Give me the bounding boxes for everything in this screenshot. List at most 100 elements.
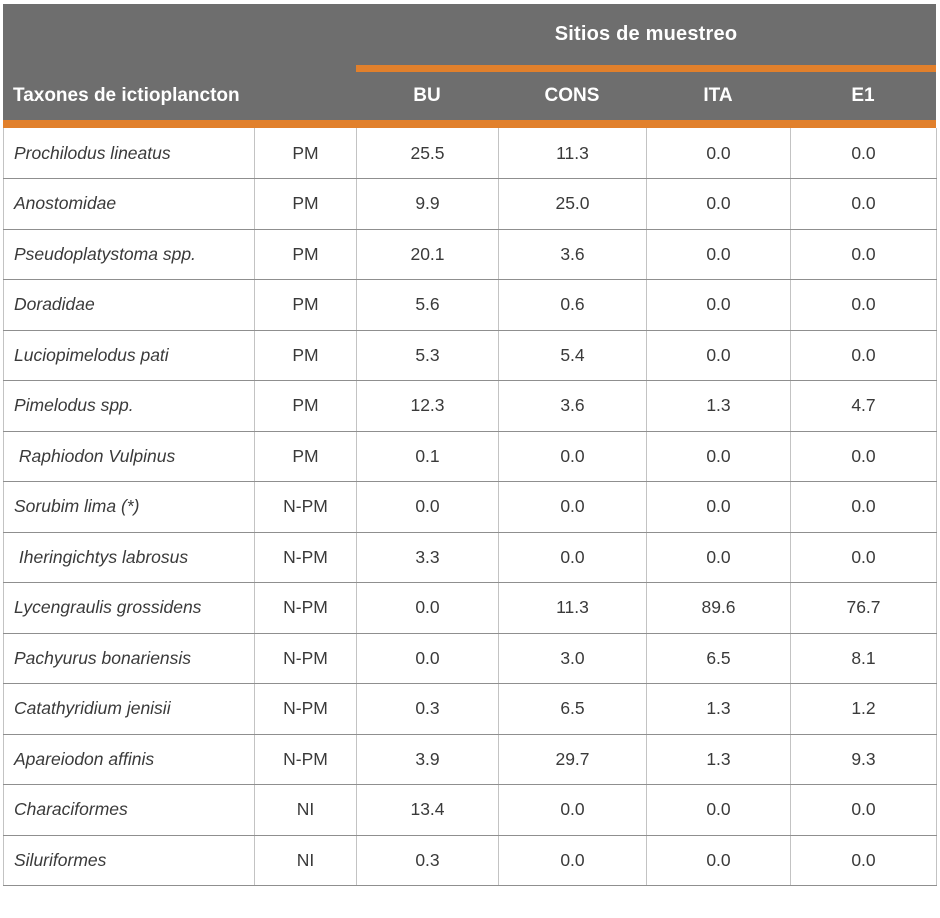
value-cell-cons: 29.7 [498, 734, 647, 785]
value-cell-cons: 3.0 [498, 633, 647, 684]
stage-cell: N-PM [254, 683, 357, 735]
value-cell-cons: 25.0 [498, 178, 647, 230]
value-cell-e1: 4.7 [790, 380, 937, 432]
value-cell-bu: 3.9 [356, 734, 499, 785]
value-cell-cons: 0.0 [498, 431, 647, 482]
table-header: Sitios de muestreo Taxones de ictioplanc… [0, 0, 940, 120]
stage-cell: PM [254, 330, 357, 381]
value-cell-ita: 6.5 [646, 633, 791, 684]
value-cell-e1: 76.7 [790, 582, 937, 634]
table-row: Apareiodon affinis N-PM 3.9 29.7 1.3 9.3 [3, 734, 937, 785]
value-cell-bu: 20.1 [356, 229, 499, 280]
taxon-name-cell: Apareiodon affinis [3, 734, 255, 785]
site-column-header-ita: ITA [703, 85, 733, 106]
stage-cell: PM [254, 431, 357, 482]
taxa-column-title: Taxones de ictioplancton [13, 85, 240, 106]
value-cell-e1: 0.0 [790, 229, 937, 280]
table-row: Pimelodus spp. PM 12.3 3.6 1.3 4.7 [3, 380, 937, 432]
sites-group-title: Sitios de muestreo [356, 4, 936, 72]
taxon-name-cell: Raphiodon Vulpinus [3, 431, 255, 482]
value-cell-e1: 1.2 [790, 683, 937, 735]
value-cell-bu: 25.5 [356, 128, 499, 179]
table-row: Doradidae PM 5.6 0.6 0.0 0.0 [3, 279, 937, 331]
value-cell-cons: 0.0 [498, 835, 647, 886]
value-cell-e1: 0.0 [790, 178, 937, 230]
stage-cell: NI [254, 835, 357, 886]
taxon-name-cell: Iheringichtys labrosus [3, 532, 255, 583]
value-cell-ita: 0.0 [646, 178, 791, 230]
table-row: Luciopimelodus pati PM 5.3 5.4 0.0 0.0 [3, 330, 937, 381]
value-cell-cons: 11.3 [498, 582, 647, 634]
value-cell-e1: 0.0 [790, 835, 937, 886]
value-cell-bu: 12.3 [356, 380, 499, 432]
table-row: Siluriformes NI 0.3 0.0 0.0 0.0 [3, 835, 937, 886]
stage-cell: PM [254, 380, 357, 432]
header-corner-spacer [3, 4, 356, 72]
value-cell-ita: 0.0 [646, 330, 791, 381]
taxon-name-cell: Prochilodus lineatus [3, 128, 255, 179]
header-band: Sitios de muestreo Taxones de ictioplanc… [3, 4, 936, 120]
table-row: Pseudoplatystoma spp. PM 20.1 3.6 0.0 0.… [3, 229, 937, 280]
value-cell-e1: 0.0 [790, 330, 937, 381]
taxon-name-cell: Doradidae [3, 279, 255, 331]
value-cell-cons: 0.0 [498, 532, 647, 583]
header-columns-row: Taxones de ictioplancton BU CONS ITA E1 [3, 72, 936, 120]
value-cell-e1: 0.0 [790, 431, 937, 482]
stage-cell: PM [254, 178, 357, 230]
table-row: Lycengraulis grossidens N-PM 0.0 11.3 89… [3, 582, 937, 634]
taxon-name-cell: Characiformes [3, 784, 255, 836]
header-accent-rule [3, 120, 936, 128]
value-cell-e1: 8.1 [790, 633, 937, 684]
stage-cell: PM [254, 279, 357, 331]
value-cell-ita: 0.0 [646, 128, 791, 179]
value-cell-bu: 13.4 [356, 784, 499, 836]
stage-cell: PM [254, 128, 357, 179]
value-cell-cons: 5.4 [498, 330, 647, 381]
site-column-header-e1: E1 [851, 85, 875, 106]
taxon-name-cell: Siluriformes [3, 835, 255, 886]
table-row: Pachyurus bonariensis N-PM 0.0 3.0 6.5 8… [3, 633, 937, 684]
value-cell-bu: 0.3 [356, 835, 499, 886]
taxon-name-cell: Catathyridium jenisii [3, 683, 255, 735]
stage-cell: PM [254, 229, 357, 280]
taxon-name-cell: Luciopimelodus pati [3, 330, 255, 381]
value-cell-ita: 0.0 [646, 229, 791, 280]
value-cell-bu: 0.0 [356, 481, 499, 533]
value-cell-ita: 0.0 [646, 481, 791, 533]
taxon-name-cell: Lycengraulis grossidens [3, 582, 255, 634]
taxon-name-cell: Pimelodus spp. [3, 380, 255, 432]
value-cell-bu: 5.3 [356, 330, 499, 381]
value-cell-ita: 0.0 [646, 835, 791, 886]
table-row: Raphiodon Vulpinus PM 0.1 0.0 0.0 0.0 [3, 431, 937, 482]
value-cell-e1: 0.0 [790, 481, 937, 533]
value-cell-bu: 5.6 [356, 279, 499, 331]
stage-cell: N-PM [254, 633, 357, 684]
value-cell-ita: 1.3 [646, 734, 791, 785]
table-row: Sorubim lima (*) N-PM 0.0 0.0 0.0 0.0 [3, 481, 937, 533]
stage-cell: N-PM [254, 582, 357, 634]
value-cell-cons: 0.0 [498, 481, 647, 533]
value-cell-ita: 0.0 [646, 532, 791, 583]
value-cell-e1: 0.0 [790, 532, 937, 583]
table-row: Characiformes NI 13.4 0.0 0.0 0.0 [3, 784, 937, 836]
value-cell-ita: 0.0 [646, 279, 791, 331]
stage-cell: N-PM [254, 481, 357, 533]
value-cell-ita: 0.0 [646, 784, 791, 836]
table-row: Catathyridium jenisii N-PM 0.3 6.5 1.3 1… [3, 683, 937, 735]
value-cell-cons: 6.5 [498, 683, 647, 735]
value-cell-ita: 0.0 [646, 431, 791, 482]
value-cell-ita: 89.6 [646, 582, 791, 634]
value-cell-bu: 0.0 [356, 633, 499, 684]
stage-cell: N-PM [254, 532, 357, 583]
taxon-name-cell: Pachyurus bonariensis [3, 633, 255, 684]
table-row: Anostomidae PM 9.9 25.0 0.0 0.0 [3, 178, 937, 230]
taxon-name-cell: Pseudoplatystoma spp. [3, 229, 255, 280]
value-cell-bu: 3.3 [356, 532, 499, 583]
stage-cell: NI [254, 784, 357, 836]
value-cell-bu: 0.1 [356, 431, 499, 482]
value-cell-cons: 3.6 [498, 229, 647, 280]
value-cell-bu: 9.9 [356, 178, 499, 230]
value-cell-cons: 3.6 [498, 380, 647, 432]
value-cell-cons: 0.0 [498, 784, 647, 836]
